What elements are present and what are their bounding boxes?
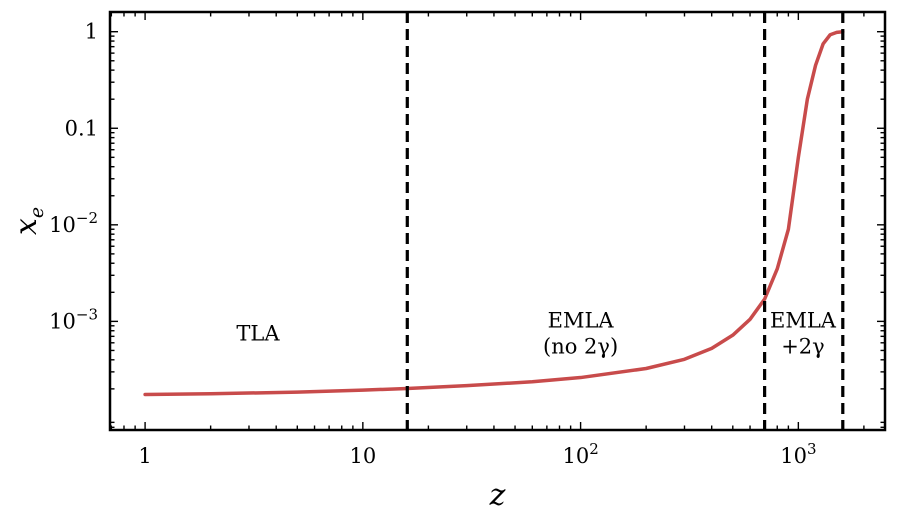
plot-frame <box>108 10 887 432</box>
x-tick-label-0: 1 <box>138 444 151 468</box>
y-tick-label-0: 10−3 <box>49 305 98 333</box>
x-tick-label-2: 102 <box>562 440 598 468</box>
region-label-1: EMLA (no 2γ) <box>543 308 618 358</box>
x-axis-label-text: z <box>489 478 506 513</box>
region-label-0: TLA <box>236 321 280 345</box>
region-labels: TLA EMLA (no 2γ) EMLA +2γ <box>236 308 836 358</box>
x-tick-label-3: 103 <box>780 440 816 468</box>
y-axis-label-text: xe <box>9 207 48 235</box>
x-axis-label: z <box>489 478 506 513</box>
curves <box>143 29 845 397</box>
y-axis-label: xe <box>9 207 48 235</box>
region-label-2: EMLA +2γ <box>770 308 837 358</box>
vertical-region-lines <box>405 12 845 430</box>
y-tick-label-3: 1 <box>85 20 98 44</box>
y-tick-label-2: 0.1 <box>65 116 98 140</box>
x-tick-label-1: 10 <box>349 444 376 468</box>
y-tick-label-1: 10−2 <box>49 209 98 237</box>
series-line-0 <box>143 29 845 397</box>
plot-area: 1 10 102 103 10−3 10−2 0.1 1 TLA EMLA (no 2γ) EMLA… <box>49 10 887 468</box>
ticks: 1 10 102 103 10−3 10−2 0.1 1 <box>49 12 885 468</box>
